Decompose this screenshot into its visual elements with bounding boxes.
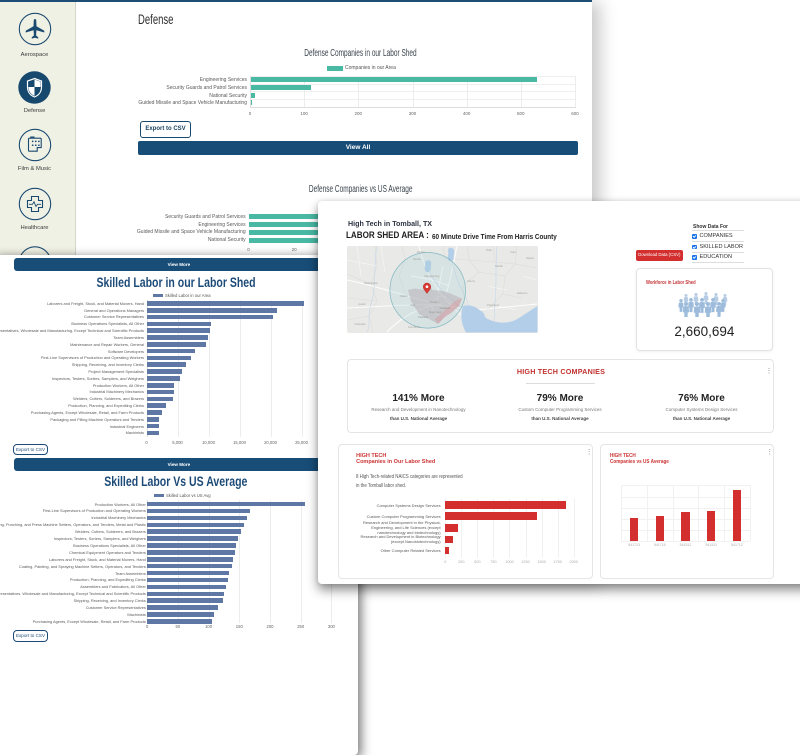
svg-text:Jasper: Jasper (526, 256, 534, 260)
svg-text:Fort Bend: Fort Bend (408, 325, 420, 329)
svg-text:Washington: Washington (364, 281, 379, 285)
svg-text:Montgomery: Montgomery (425, 274, 441, 278)
svg-text:Conroe: Conroe (413, 258, 421, 261)
svg-text:Pasadena: Pasadena (440, 307, 451, 310)
svg-text:Houston: Houston (430, 301, 440, 304)
svg-text:Jefferson: Jefferson (517, 291, 529, 295)
svg-text:Austin: Austin (358, 302, 366, 306)
svg-text:Tyler: Tyler (510, 250, 516, 254)
svg-text:Sugar Land: Sugar Land (429, 311, 442, 314)
svg-text:Liberty: Liberty (467, 279, 476, 283)
svg-text:Pearland: Pearland (418, 316, 428, 319)
svg-text:Chambers: Chambers (487, 303, 500, 307)
svg-text:Katy: Katy (411, 304, 417, 307)
svg-text:Waller: Waller (400, 294, 408, 298)
svg-text:Walker: Walker (417, 250, 425, 254)
svg-text:Hardin: Hardin (495, 264, 503, 268)
svg-text:Colorado: Colorado (355, 322, 366, 326)
svg-text:Polk: Polk (487, 248, 493, 252)
